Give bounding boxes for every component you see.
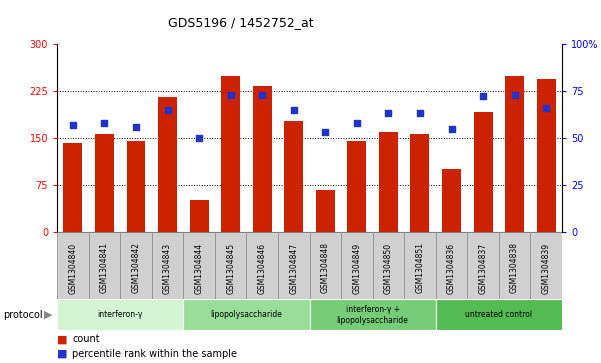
Text: GSM1304839: GSM1304839 [542, 242, 551, 294]
Point [383, 110, 393, 116]
Bar [64, 143, 82, 232]
Bar [316, 189, 335, 232]
Bar [89, 232, 120, 299]
Text: untreated control: untreated control [465, 310, 532, 319]
Text: lipopolysaccharide: lipopolysaccharide [210, 310, 282, 319]
Bar [278, 232, 310, 299]
Text: GSM1304837: GSM1304837 [478, 242, 487, 294]
Text: GSM1304847: GSM1304847 [289, 242, 298, 294]
Bar [120, 232, 151, 299]
Text: ■: ■ [57, 349, 67, 359]
Bar [253, 86, 272, 232]
Point [100, 120, 109, 126]
Point [415, 110, 425, 116]
Point [510, 91, 519, 97]
Bar [183, 232, 215, 299]
Bar [474, 111, 492, 232]
Bar [95, 134, 114, 232]
Bar [341, 232, 373, 299]
Bar [221, 76, 240, 232]
Bar [531, 232, 562, 299]
Text: GDS5196 / 1452752_at: GDS5196 / 1452752_at [168, 16, 313, 29]
Point [542, 105, 551, 111]
Bar [215, 232, 246, 299]
Text: percentile rank within the sample: percentile rank within the sample [72, 349, 237, 359]
Text: GSM1304840: GSM1304840 [69, 242, 78, 294]
Text: interferon-γ: interferon-γ [97, 310, 143, 319]
Text: GSM1304841: GSM1304841 [100, 242, 109, 293]
Bar [183, 299, 310, 330]
Text: GSM1304849: GSM1304849 [352, 242, 361, 294]
Bar [410, 134, 429, 232]
Point [226, 91, 236, 97]
Bar [151, 232, 183, 299]
Text: GSM1304845: GSM1304845 [226, 242, 235, 294]
Bar [57, 232, 89, 299]
Text: protocol: protocol [3, 310, 43, 320]
Text: GSM1304842: GSM1304842 [132, 242, 141, 293]
Bar [537, 79, 555, 232]
Point [257, 91, 267, 97]
Bar [404, 232, 436, 299]
Bar [436, 232, 468, 299]
Text: count: count [72, 334, 100, 344]
Bar [284, 121, 304, 232]
Point [478, 94, 488, 99]
Bar [57, 299, 183, 330]
Point [131, 124, 141, 130]
Text: ■: ■ [57, 334, 67, 344]
Text: GSM1304836: GSM1304836 [447, 242, 456, 294]
Bar [468, 232, 499, 299]
Bar [127, 141, 145, 232]
Bar [246, 232, 278, 299]
Bar [373, 232, 404, 299]
Point [320, 129, 330, 135]
Bar [347, 141, 367, 232]
Point [163, 107, 172, 113]
Bar [499, 232, 531, 299]
Bar [310, 299, 436, 330]
Point [447, 126, 456, 131]
Bar [158, 97, 177, 232]
Text: GSM1304851: GSM1304851 [415, 242, 424, 293]
Text: GSM1304838: GSM1304838 [510, 242, 519, 293]
Point [289, 107, 299, 113]
Point [352, 120, 362, 126]
Text: interferon-γ +
lipopolysaccharide: interferon-γ + lipopolysaccharide [337, 305, 409, 325]
Bar [442, 170, 461, 232]
Point [194, 135, 204, 141]
Bar [310, 232, 341, 299]
Text: GSM1304850: GSM1304850 [384, 242, 393, 294]
Text: GSM1304846: GSM1304846 [258, 242, 267, 294]
Text: GSM1304848: GSM1304848 [321, 242, 330, 293]
Bar [505, 76, 524, 232]
Text: ▶: ▶ [44, 310, 52, 320]
Point [68, 122, 78, 128]
Bar [436, 299, 562, 330]
Bar [379, 132, 398, 232]
Text: GSM1304843: GSM1304843 [163, 242, 172, 294]
Text: GSM1304844: GSM1304844 [195, 242, 204, 294]
Bar [190, 200, 209, 232]
